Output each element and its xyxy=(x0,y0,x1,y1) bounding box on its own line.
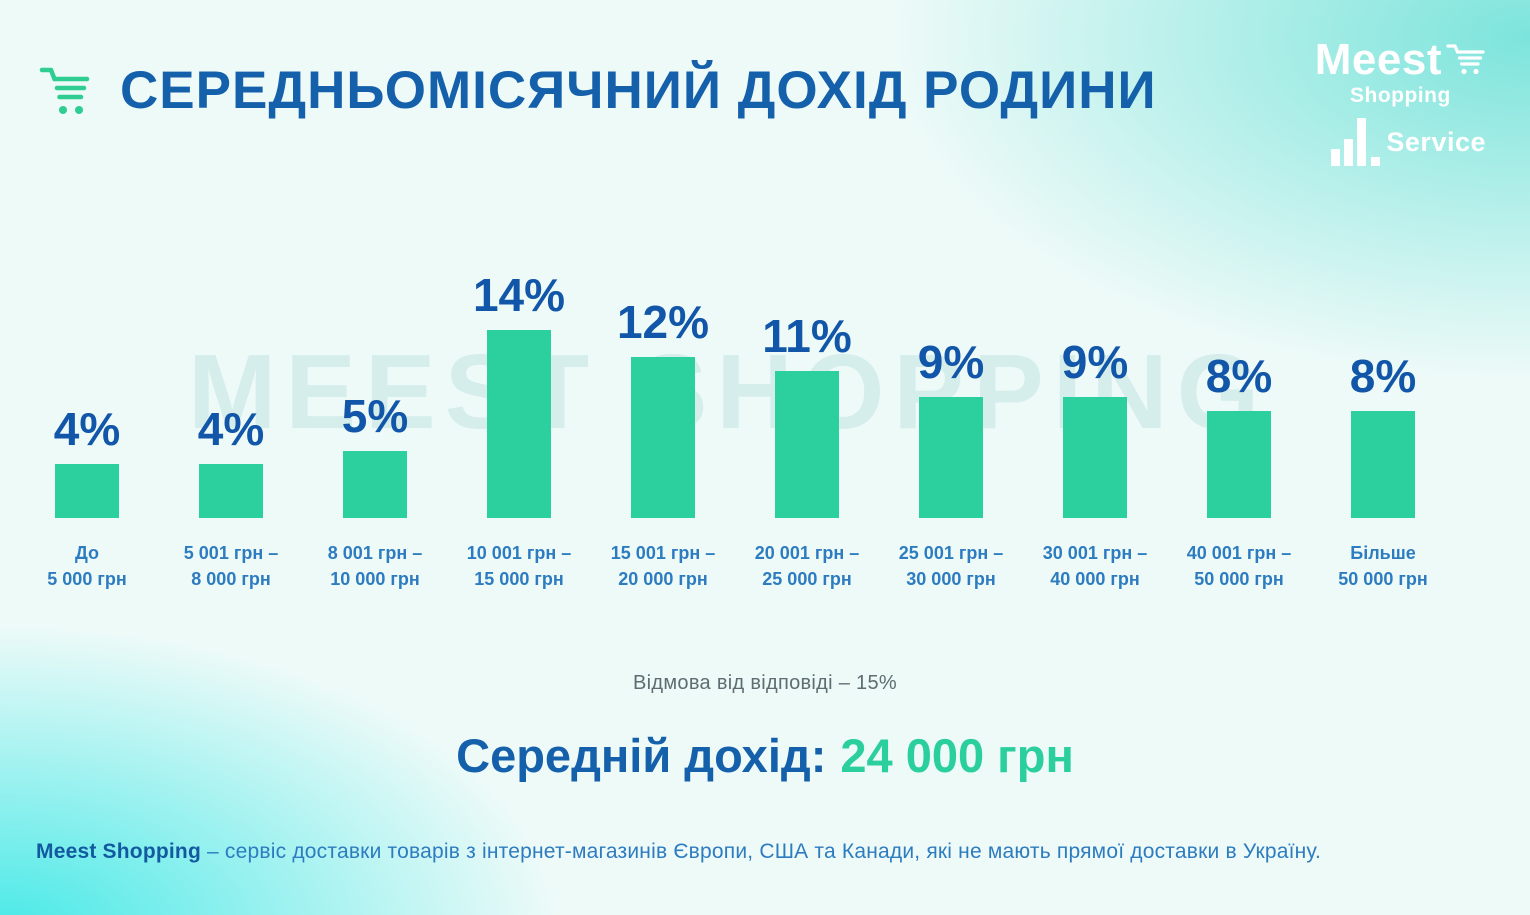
bar-column: 12% 15 001 грн –20 000 грн xyxy=(591,228,735,592)
bar-column: 8% 40 001 грн –50 000 грн xyxy=(1167,228,1311,592)
bar xyxy=(630,357,695,518)
bar xyxy=(342,451,407,518)
service-bars-icon xyxy=(1331,118,1381,166)
bar xyxy=(1062,397,1127,518)
bar-area: 12% xyxy=(617,228,709,518)
bar-value-label: 9% xyxy=(1061,336,1129,389)
bar-category-label: 40 001 грн –50 000 грн xyxy=(1186,543,1292,590)
bar-category-label: 15 001 грн –20 000 грн xyxy=(610,543,716,590)
bar-column: 5% 8 001 грн –10 000 грн xyxy=(303,228,447,592)
bar xyxy=(486,330,551,518)
bar-column: 8% Більше 50 000 грн xyxy=(1311,228,1455,592)
footer-text: – сервіс доставки товарів з інтернет-маг… xyxy=(200,840,1322,863)
bar-value-label: 14% xyxy=(472,269,566,322)
bar-column: 14% 10 001 грн –15 000 грн xyxy=(447,228,591,592)
bar-area: 5% xyxy=(342,228,408,518)
header: СЕРЕДНЬОМІСЯЧНИЙ ДОХІД РОДИНИ xyxy=(38,60,1157,121)
shopping-cart-icon xyxy=(39,67,90,114)
meest-cart-icon xyxy=(1446,44,1485,75)
bar xyxy=(775,370,839,518)
bar-category-label: 10 001 грн –15 000 грн xyxy=(466,543,572,590)
bar-area: 4% xyxy=(198,228,264,518)
bar-category-label: 30 001 грн –40 000 грн xyxy=(1042,543,1148,590)
bar xyxy=(198,464,263,518)
bar-chart: 4% До 5 000 грн 4% 5 001 грн –8 000 грн 5% 8 0… xyxy=(15,228,1455,592)
bar-value-label: 11% xyxy=(762,309,852,362)
bar-category-label: 5 001 грн –8 000 грн xyxy=(183,543,279,590)
average-income: Середній дохід: 24 000 грн xyxy=(0,728,1530,783)
bar-area: 4% xyxy=(54,228,120,518)
meest-logo-text: Meest xyxy=(1314,35,1442,84)
meest-logo-subtext: Shopping xyxy=(1349,84,1451,107)
bar-area: 8% xyxy=(1350,228,1416,518)
average-income-value: 24 000 грн xyxy=(840,729,1074,782)
bar-value-label: 8% xyxy=(1205,349,1273,402)
service-logo-text: Service xyxy=(1386,126,1486,157)
bar-category-label: 25 001 грн –30 000 грн xyxy=(898,543,1004,590)
refusal-note: Відмова від відповіді – 15% xyxy=(633,672,897,694)
bar xyxy=(54,464,119,518)
bar xyxy=(918,397,983,518)
bar-column: 11% 20 001 грн –25 000 грн xyxy=(735,228,879,592)
footer-note: Meest Shopping – сервіс доставки товарів… xyxy=(36,840,1510,864)
bar-value-label: 5% xyxy=(341,390,409,442)
service-logo: Service xyxy=(1331,118,1486,166)
bar-column: 9% 25 001 грн –30 000 грн xyxy=(879,228,1023,592)
bar-category-label: 8 001 грн –10 000 грн xyxy=(327,543,423,590)
bar-area: 9% xyxy=(918,228,984,518)
bar-column: 4% 5 001 грн –8 000 грн xyxy=(159,228,303,592)
bar-category-label: Більше 50 000 грн xyxy=(1338,543,1428,590)
meest-shopping-logo: Meest Shopping xyxy=(1315,38,1486,108)
page-title: СЕРЕДНЬОМІСЯЧНИЙ ДОХІД РОДИНИ xyxy=(120,61,1157,120)
bar-area: 8% xyxy=(1206,228,1272,518)
bar-value-label: 8% xyxy=(1349,349,1417,402)
bar xyxy=(1206,410,1271,518)
bar-value-label: 4% xyxy=(197,403,265,456)
bar-area: 11% xyxy=(762,228,852,518)
bar-column: 9% 30 001 грн –40 000 грн xyxy=(1023,228,1167,592)
bar-category-label: До 5 000 грн xyxy=(47,543,127,590)
bar-area: 9% xyxy=(1062,228,1128,518)
average-income-label: Середній дохід: xyxy=(456,729,827,782)
bar-value-label: 12% xyxy=(616,296,710,349)
bar xyxy=(1350,410,1415,518)
bar-value-label: 9% xyxy=(917,336,985,389)
bar-column: 4% До 5 000 грн xyxy=(15,228,159,592)
bar-category-label: 20 001 грн –25 000 грн xyxy=(754,543,860,590)
bar-value-label: 4% xyxy=(53,403,121,456)
bar-area: 14% xyxy=(473,228,565,518)
footer-brand: Meest Shopping xyxy=(36,840,201,863)
